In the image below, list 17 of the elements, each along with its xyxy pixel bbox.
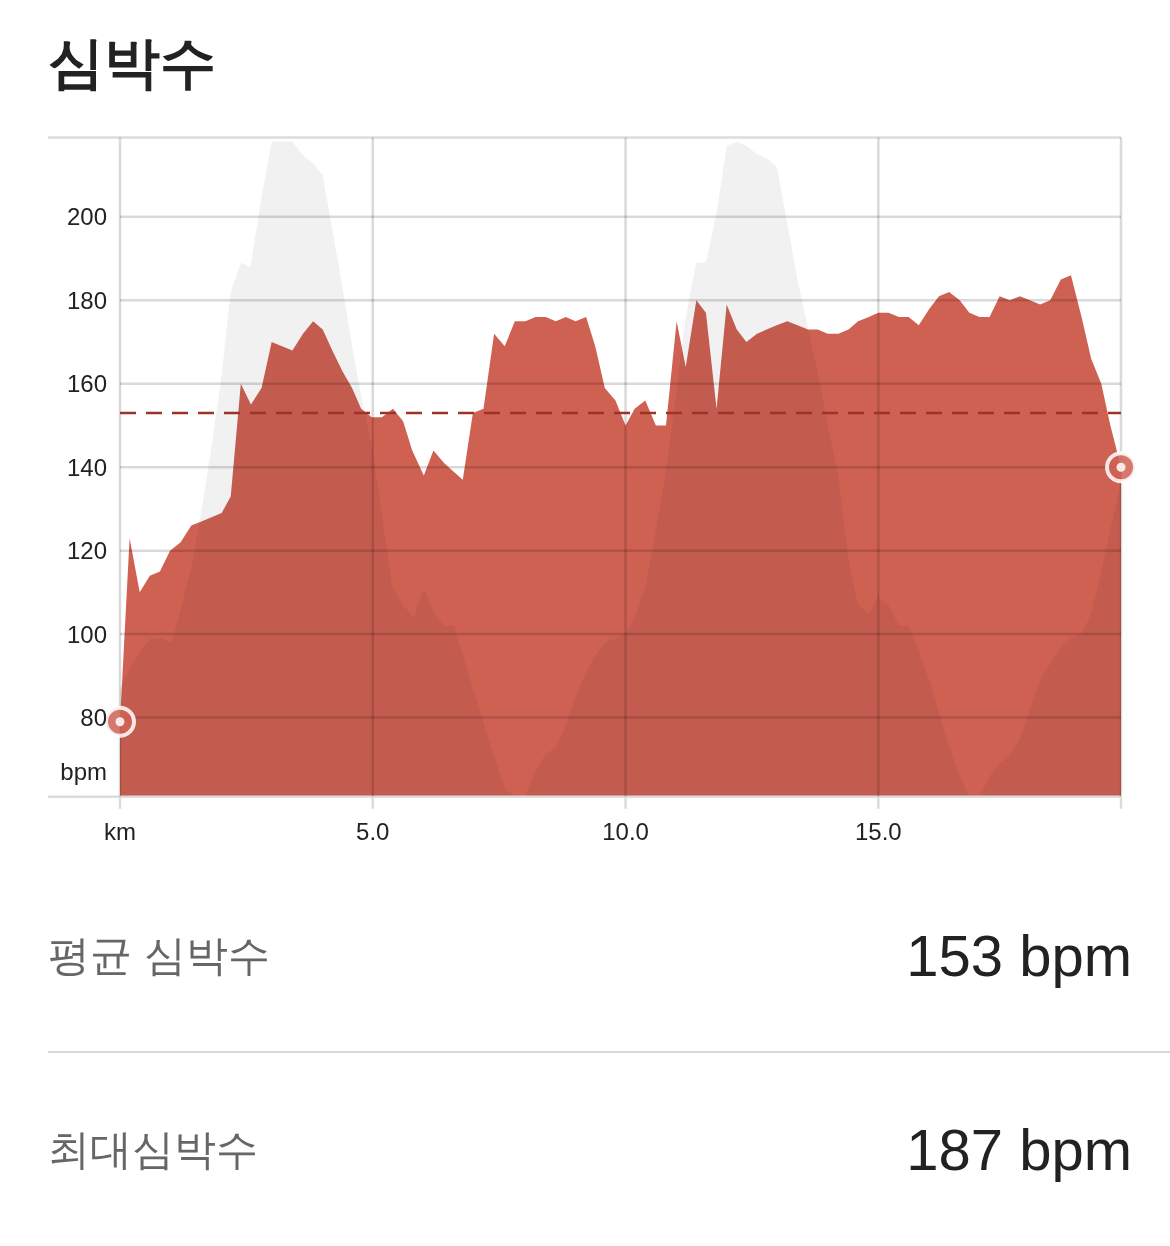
y-tick-label: 80 bbox=[80, 704, 107, 732]
x-tick-label: 10.0 bbox=[602, 817, 649, 845]
y-tick-label: 140 bbox=[66, 453, 107, 481]
text: 187 bpm bbox=[906, 1116, 1132, 1182]
text: 평균 심박수 bbox=[48, 931, 270, 979]
y-tick-label: 180 bbox=[66, 286, 107, 314]
x-tick-label: km bbox=[104, 817, 136, 845]
chart-title: 심박수 bbox=[48, 31, 216, 94]
y-tick-label: 100 bbox=[66, 620, 107, 648]
x-tick-label: 15.0 bbox=[854, 817, 902, 845]
y-tick-label: 200 bbox=[66, 203, 107, 231]
x-tick-label: 5.0 bbox=[356, 817, 390, 845]
y-tick-label: 120 bbox=[66, 537, 107, 565]
text: 153 bpm bbox=[906, 922, 1132, 988]
y-axis-title: bpm bbox=[60, 757, 107, 785]
y-tick-label: 160 bbox=[66, 370, 107, 398]
text: 최대심박수 bbox=[48, 1125, 258, 1173]
